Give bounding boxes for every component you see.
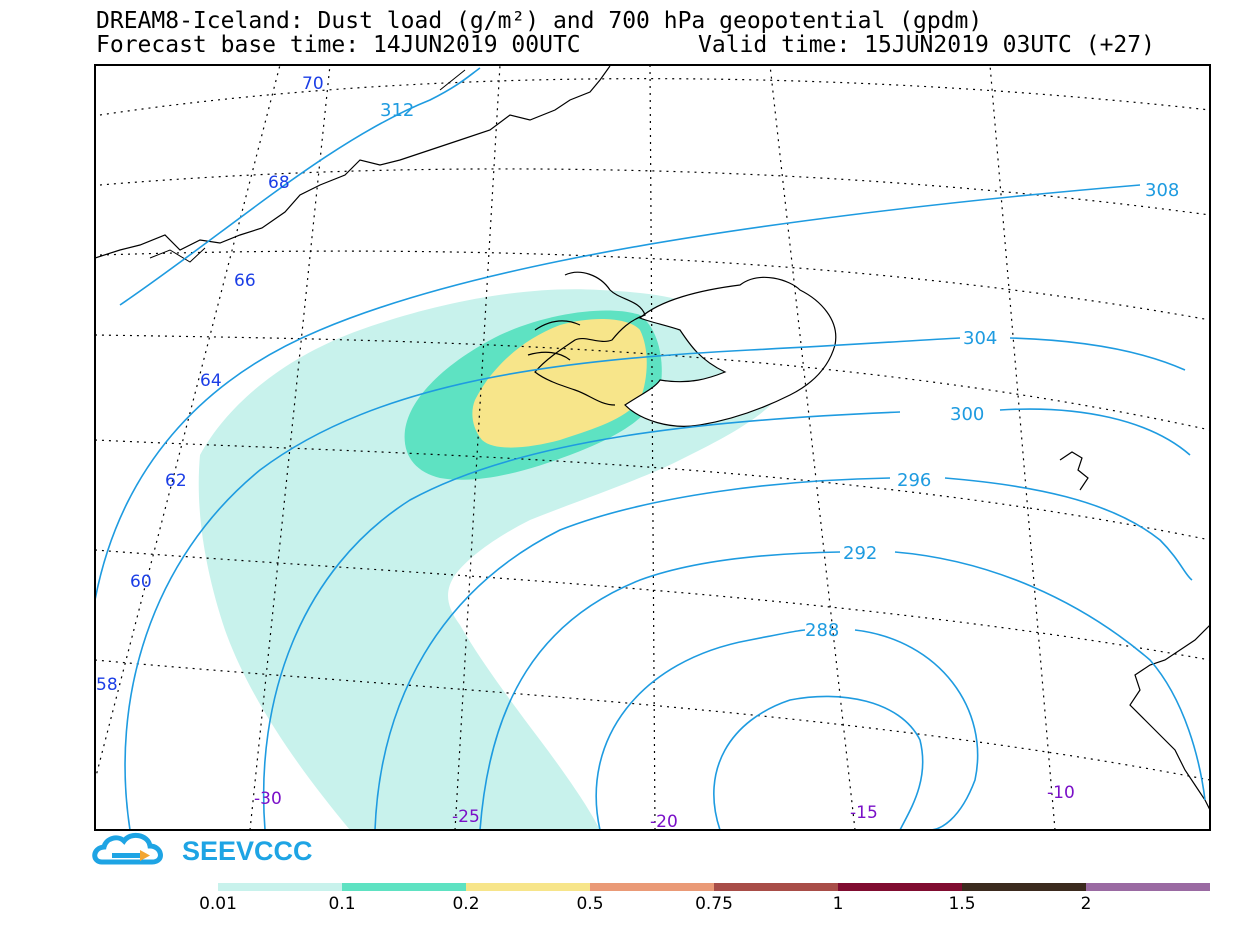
lat-label-64: 64: [200, 371, 222, 391]
colorbar-segment-6: [962, 883, 1086, 891]
colorbar-segment-7: [1086, 883, 1210, 891]
contour-296: [374, 477, 1193, 830]
seevccc-logo-text: SEEVCCC: [182, 836, 313, 866]
lon-label-15: -15: [850, 803, 878, 823]
valid-time: Valid time: 15JUN2019 03UTC (+27): [698, 32, 1155, 58]
lon-label-10: -10: [1047, 783, 1075, 803]
lon-label-20: -20: [650, 812, 678, 832]
contour-292: [479, 551, 1206, 830]
colorbar-segment-2: [466, 883, 590, 891]
contour-label-304: 304: [963, 328, 997, 349]
dust-area-001: [198, 289, 782, 830]
contour-label-288: 288: [805, 620, 839, 641]
lat-label-60: 60: [130, 572, 152, 592]
lat-label-66: 66: [234, 271, 256, 291]
forecast-base-time: Forecast base time: 14JUN2019 00UTC: [96, 32, 581, 58]
contour-label-292: 292: [843, 543, 877, 564]
contour-304: [124, 337, 1186, 830]
dust-load-colorbar: [218, 883, 1210, 891]
dust-area-02: [472, 318, 647, 448]
colorbar-segment-1: [342, 883, 466, 891]
colorbar-segment-4: [714, 883, 838, 891]
contour-label-312: 312: [380, 100, 414, 121]
contour-312: [119, 67, 481, 306]
colorbar-label-3: 0.5: [576, 894, 604, 914]
lat-label-68: 68: [268, 173, 290, 193]
map-title: DREAM8-Iceland: Dust load (g/m²) and 700…: [96, 8, 983, 34]
colorbar-label-4: 0.75: [695, 894, 733, 914]
lon-label-25: -25: [452, 807, 480, 827]
map-frame: [94, 64, 1211, 831]
lat-label-58: 58: [96, 675, 118, 695]
lon-label-30: -30: [254, 789, 282, 809]
contour-288: [595, 629, 979, 830]
colorbar-label-0: 0.01: [199, 894, 237, 914]
colorbar-segment-0: [218, 883, 342, 891]
colorbar-label-7: 2: [1080, 894, 1092, 914]
colorbar-label-2: 0.2: [452, 894, 480, 914]
contour-label-296: 296: [897, 470, 931, 491]
seevccc-logo-icon: [92, 832, 163, 865]
contour-label-300: 300: [950, 404, 984, 425]
lat-label-70: 70: [302, 74, 324, 94]
contour-label-308: 308: [1145, 180, 1179, 201]
colorbar-label-5: 1: [832, 894, 844, 914]
contour-308: [95, 184, 1141, 601]
colorbar-segment-5: [838, 883, 962, 891]
lat-label-62: 62: [165, 471, 187, 491]
colorbar-label-1: 0.1: [328, 894, 356, 914]
greenland-coastline: [95, 65, 611, 259]
contour-300: [262, 408, 1191, 830]
colorbar-segment-3: [590, 883, 714, 891]
colorbar-label-6: 1.5: [948, 894, 976, 914]
